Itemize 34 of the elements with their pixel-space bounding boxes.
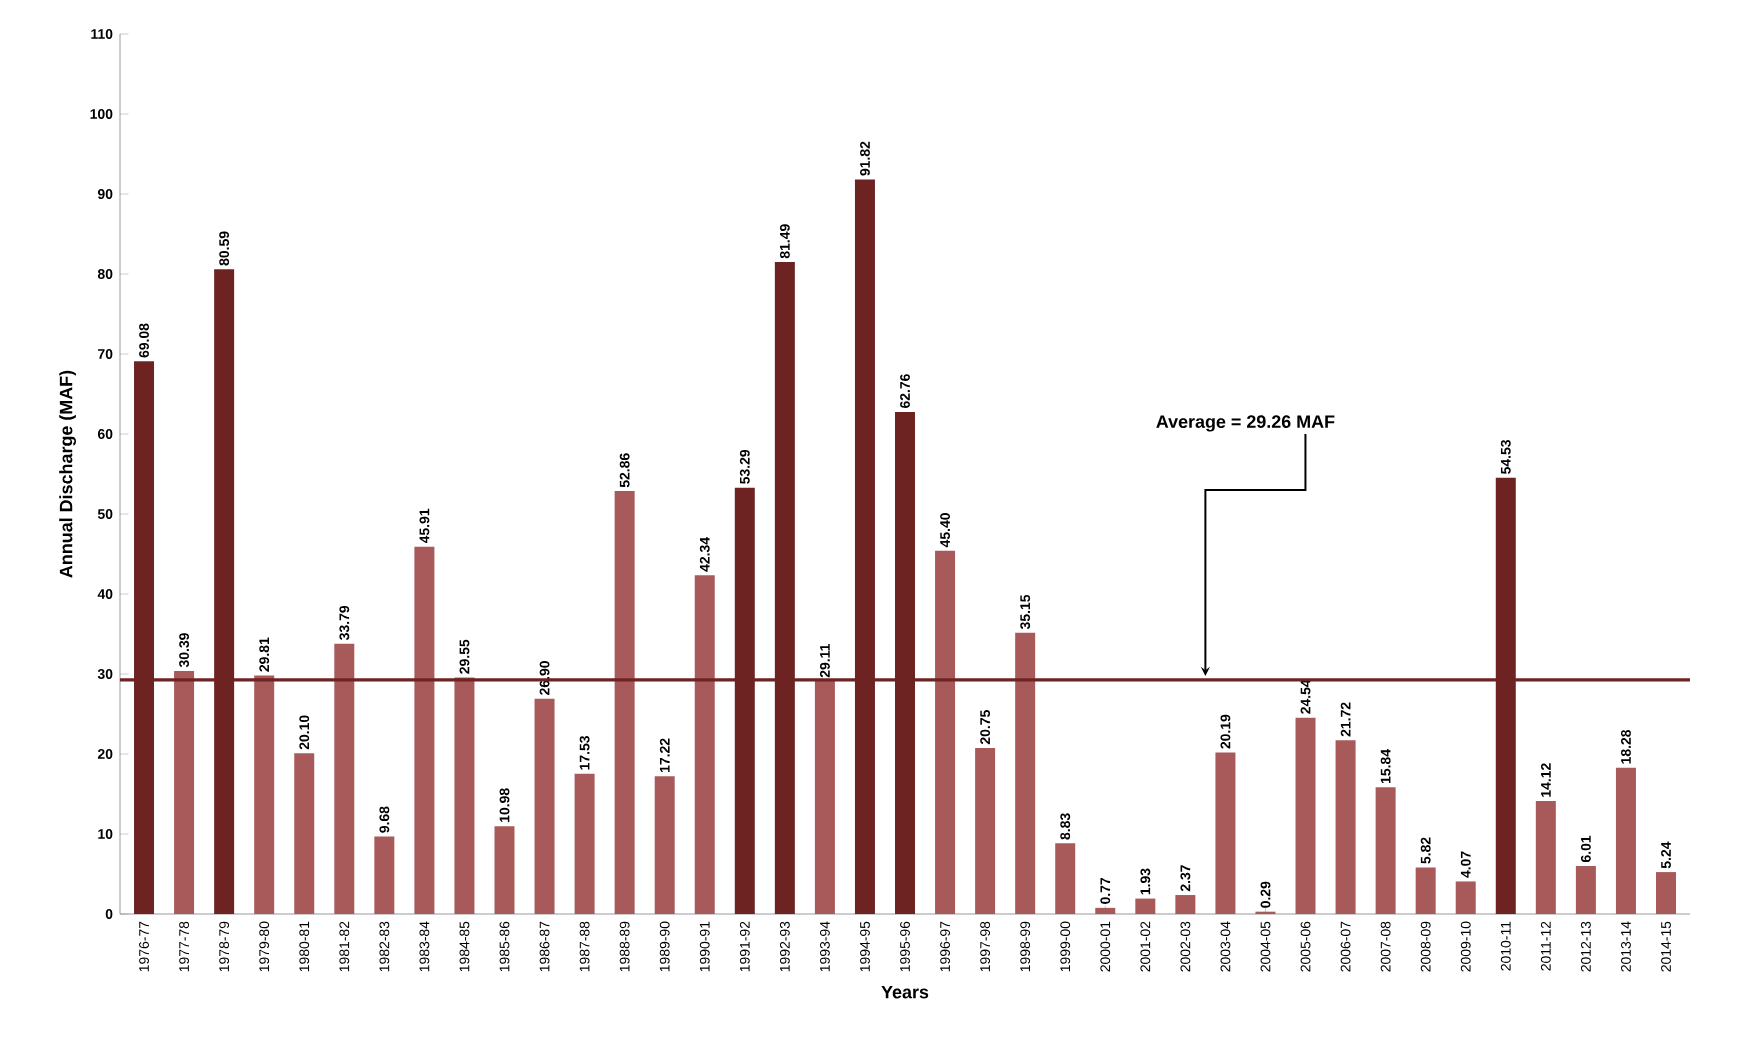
bar — [614, 491, 635, 914]
bar — [254, 675, 275, 914]
bar — [1055, 843, 1076, 914]
bar — [1575, 865, 1596, 914]
bar — [1095, 907, 1116, 914]
y-axis-title: Annual Discharge (MAF) — [59, 370, 77, 578]
bar — [574, 773, 595, 914]
bar — [454, 677, 475, 914]
bar — [694, 575, 715, 914]
x-axis-title: Years — [881, 985, 929, 999]
bar — [1135, 898, 1156, 914]
bar — [294, 753, 315, 914]
bar — [374, 836, 395, 914]
bar — [1655, 872, 1676, 914]
ref-line-label: Average = 29.26 MAF — [1156, 415, 1335, 432]
bar — [174, 670, 195, 914]
bar — [654, 776, 675, 914]
bar — [534, 698, 555, 914]
bar — [1455, 881, 1476, 914]
bar — [1175, 895, 1196, 914]
bar — [414, 546, 435, 914]
bar — [1375, 787, 1396, 914]
bar — [1415, 867, 1436, 914]
bar — [975, 748, 996, 914]
bar — [814, 681, 835, 914]
bar — [1215, 752, 1236, 914]
bar — [1295, 717, 1316, 914]
bar — [334, 643, 355, 914]
bar — [1615, 767, 1636, 914]
bar — [935, 550, 956, 914]
bar — [1335, 740, 1356, 914]
bar — [1535, 801, 1556, 914]
bar — [494, 826, 515, 914]
bar — [1015, 632, 1036, 914]
